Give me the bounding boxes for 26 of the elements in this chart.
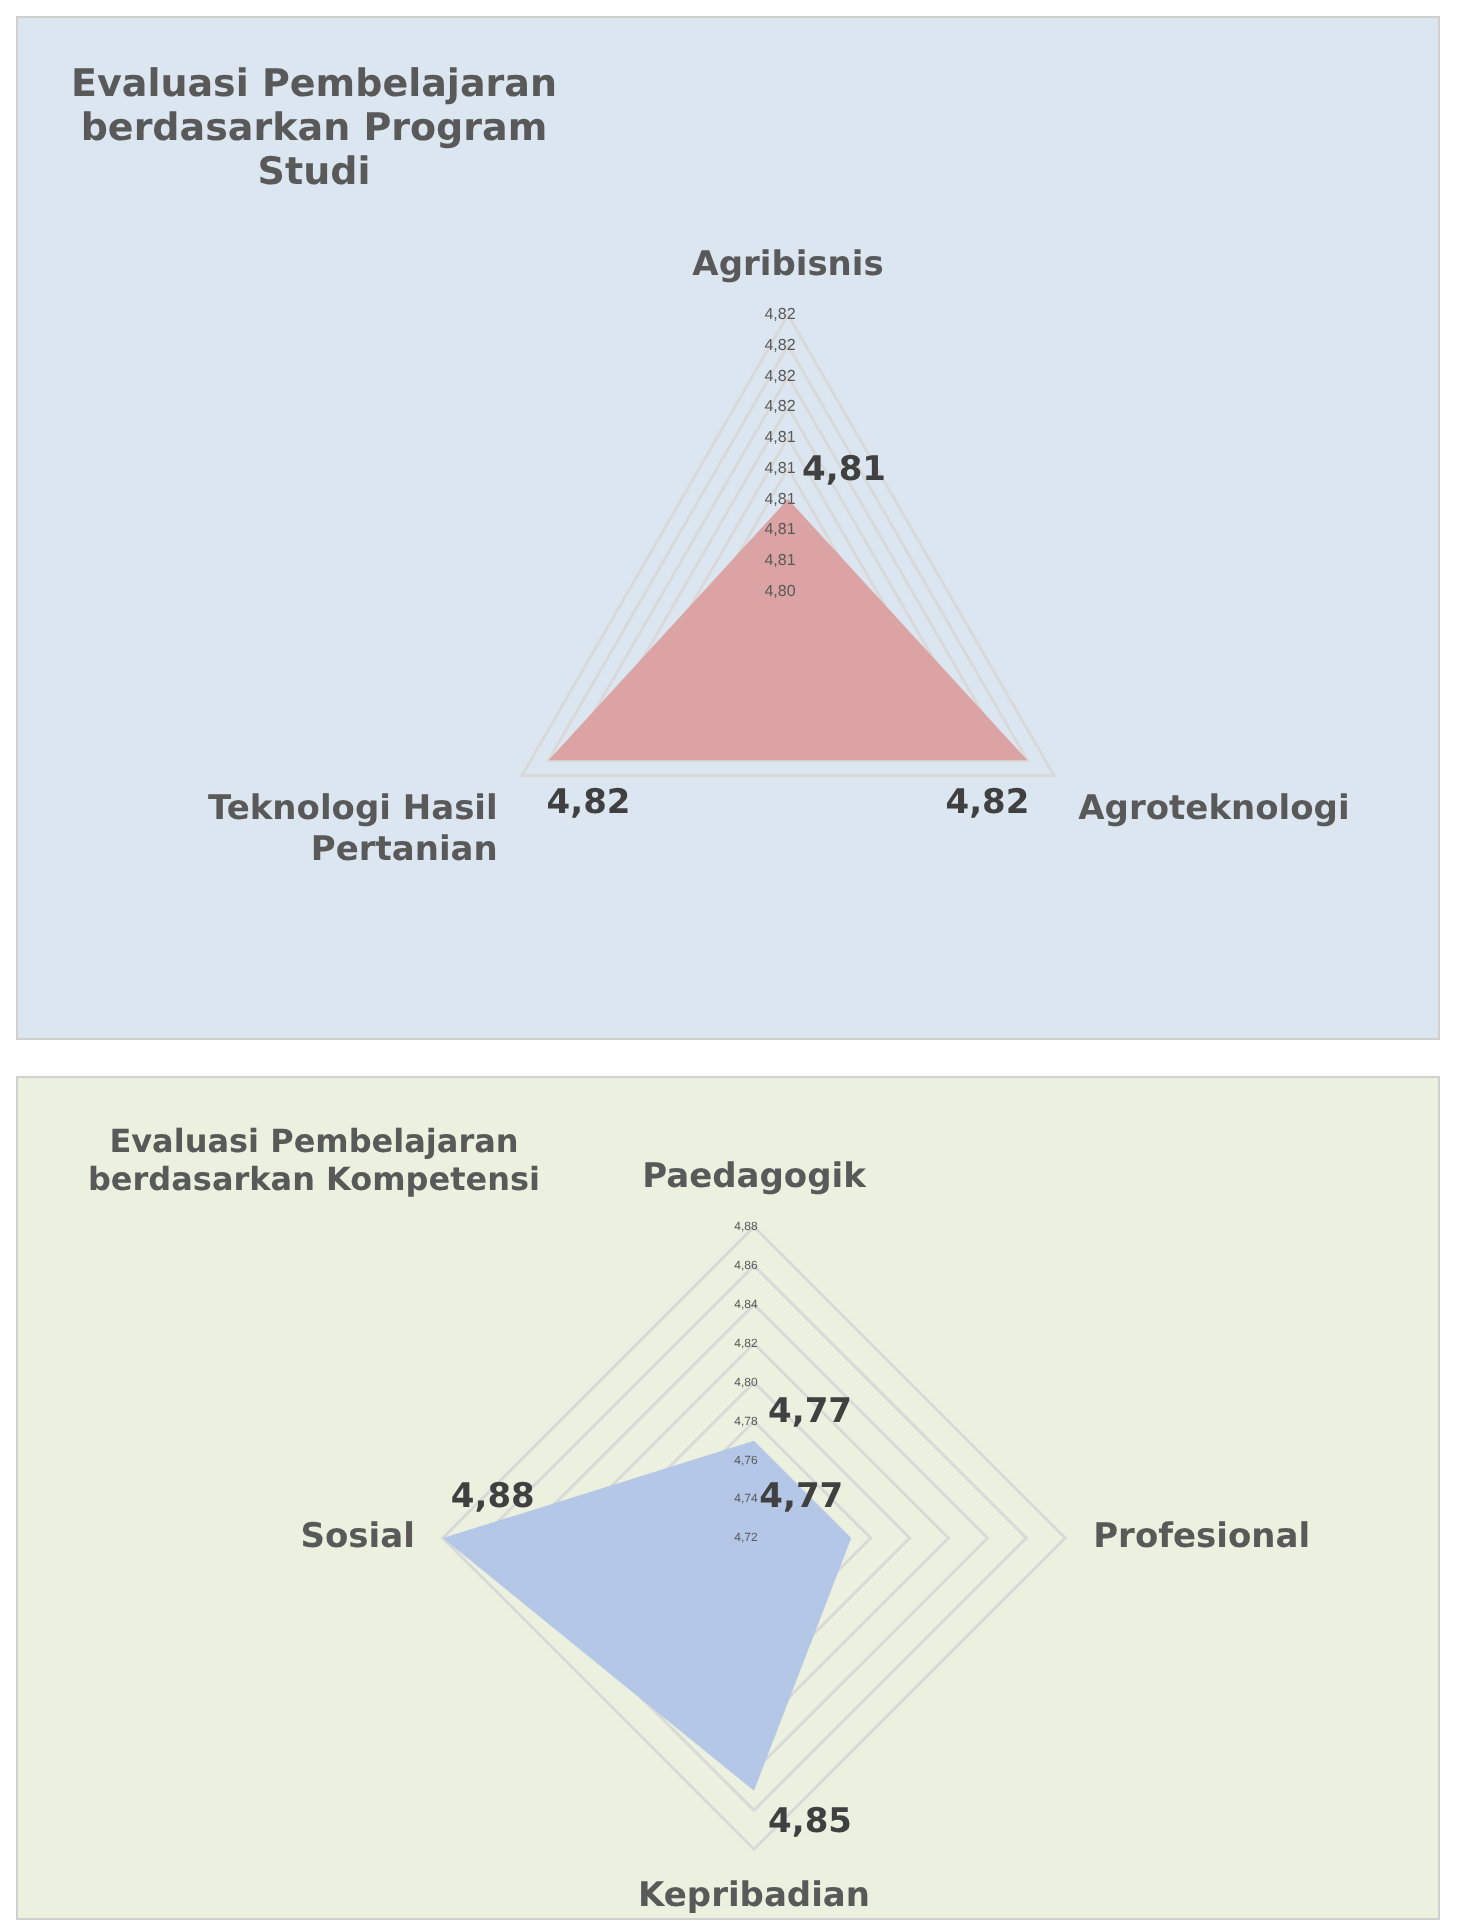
spoke-label: Kepribadian	[638, 1876, 870, 1917]
data-label: 4,85	[768, 1801, 852, 1842]
y-tick-label: 4,81	[764, 489, 797, 508]
spoke-label: Teknologi Hasil Pertanian	[207, 788, 498, 870]
y-tick-label: 4,82	[764, 366, 797, 385]
data-label: 4,77	[768, 1391, 852, 1432]
y-tick-label: 4,81	[764, 458, 797, 477]
chart-title: Evaluasi Pembelajaran berdasarkan Program Studi	[69, 62, 559, 194]
y-tick-label: 4,80	[764, 581, 797, 600]
y-tick-label: 4,82	[764, 335, 797, 354]
spoke-label: Sosial	[300, 1516, 415, 1557]
spoke-label: Profesional	[1093, 1516, 1311, 1557]
spoke-label: Paedagogik	[642, 1157, 868, 1198]
data-label: 4,77	[759, 1476, 844, 1517]
data-label: 4,81	[802, 449, 886, 490]
data-label: 4,82	[546, 783, 631, 824]
y-tick-label: 4,81	[764, 520, 797, 539]
spoke-label: Agroteknologi	[1078, 788, 1350, 829]
y-tick-label: 4,81	[764, 428, 797, 447]
y-tick-label: 4,82	[764, 397, 797, 416]
data-label: 4,82	[945, 783, 1030, 824]
spoke-label: Agribisnis	[692, 245, 884, 286]
data-label: 4,88	[450, 1476, 535, 1517]
y-tick-label: 4,81	[764, 550, 797, 569]
chart-title: Evaluasi Pembelajaran berdasarkan Kompetensi	[85, 1122, 543, 1198]
y-tick-label: 4,82	[764, 305, 797, 324]
